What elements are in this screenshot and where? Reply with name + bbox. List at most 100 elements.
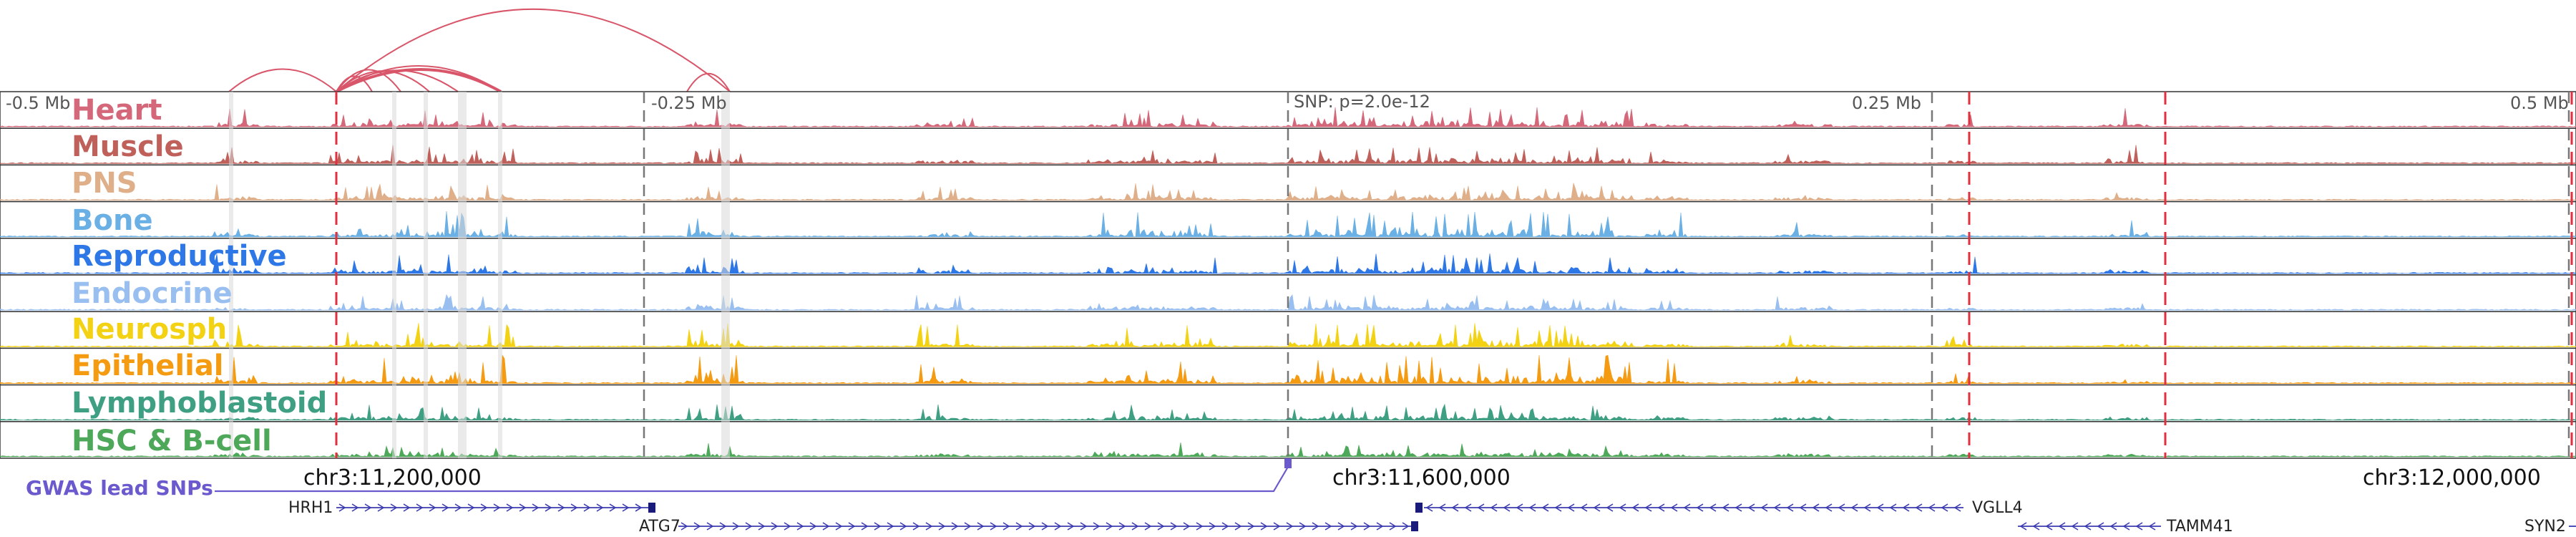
loop-arc — [686, 72, 731, 92]
strand-arrow — [861, 522, 869, 531]
strand-arrow — [1567, 503, 1575, 512]
strand-arrow — [1118, 522, 1126, 531]
strand-arrow — [1696, 503, 1704, 512]
strand-arrow — [1863, 503, 1871, 512]
signal-area — [0, 211, 2576, 238]
strand-arrow — [2109, 522, 2117, 531]
strand-arrow — [1106, 522, 1113, 531]
strand-arrow — [1554, 503, 1562, 512]
strand-arrow — [1722, 503, 1729, 512]
strand-arrow — [1683, 503, 1691, 512]
strand-arrow — [338, 503, 346, 512]
strand-arrow — [1183, 522, 1191, 531]
strand-arrow — [1402, 522, 1410, 531]
strand-arrow — [1490, 503, 1498, 512]
strand-arrow — [899, 522, 907, 531]
strand-arrow — [1376, 522, 1384, 531]
gene-label-syn2[interactable]: SYN2 — [2524, 518, 2566, 536]
strand-arrow — [622, 503, 630, 512]
strand-arrow — [925, 522, 933, 531]
strand-arrow — [1438, 503, 1446, 512]
gwas-snp-marker — [1284, 458, 1292, 468]
strand-arrow — [454, 503, 462, 512]
strand-arrow — [835, 522, 843, 531]
strand-arrow — [583, 503, 591, 512]
strand-arrow — [1299, 522, 1307, 531]
strand-arrow — [977, 522, 985, 531]
strand-arrow — [1170, 522, 1178, 531]
strand-arrow — [441, 503, 449, 512]
strand-arrow — [1002, 522, 1010, 531]
coordinate-label-2: chr3:11,600,000 — [1332, 465, 1511, 490]
strand-arrow — [377, 503, 385, 512]
highlight-column — [498, 92, 502, 458]
strand-arrow — [1503, 503, 1511, 512]
signal-area — [0, 354, 2576, 384]
scale-label-left-mid: -0.25 Mb — [651, 93, 727, 113]
track-label-lymphoblastoid: Lymphoblastoid — [72, 387, 328, 420]
strand-arrow — [809, 522, 817, 531]
strand-arrow — [351, 503, 359, 512]
strand-arrow — [784, 522, 791, 531]
gene-label-atg7[interactable]: ATG7 — [639, 518, 680, 536]
strand-arrow — [1221, 522, 1229, 531]
track-label-hsc-bcell: HSC & B-cell — [72, 425, 272, 458]
strand-arrow — [1889, 503, 1897, 512]
strand-arrow — [1760, 503, 1768, 512]
strand-arrow — [1260, 522, 1268, 531]
strand-arrow — [1928, 503, 1936, 512]
strand-arrow — [771, 522, 779, 531]
highlight-column — [229, 92, 233, 458]
strand-arrow — [635, 503, 643, 512]
strand-arrow — [506, 503, 514, 512]
strand-arrow — [1876, 503, 1884, 512]
strand-arrow — [1209, 522, 1216, 531]
chromatin-loop-arcs — [228, 8, 731, 93]
strand-arrow — [822, 522, 830, 531]
strand-arrow — [1593, 503, 1601, 512]
strand-arrow — [403, 503, 411, 512]
strand-arrow — [1451, 503, 1459, 512]
gene-label-vgll4[interactable]: VGLL4 — [1972, 499, 2023, 517]
signal-area — [0, 323, 2576, 348]
track-label-endocrine: Endocrine — [72, 277, 233, 310]
signal-tracks — [0, 91, 2576, 459]
strand-arrow — [1312, 522, 1319, 531]
strand-arrow — [964, 522, 972, 531]
highlight-column — [392, 92, 396, 458]
strand-arrow — [1541, 503, 1549, 512]
strand-arrow — [1337, 522, 1345, 531]
track-label-epithelial: Epithelial — [72, 349, 224, 382]
gene-label-tamm41[interactable]: TAMM41 — [2167, 518, 2233, 536]
track-label-muscle: Muscle — [72, 130, 184, 163]
strand-arrow — [1799, 503, 1807, 512]
scale-label-center-snp: SNP: p=2.0e-12 — [1294, 92, 1430, 112]
strand-arrow — [2122, 522, 2130, 531]
strand-arrow — [1915, 503, 1923, 512]
strand-arrow — [1786, 503, 1794, 512]
loop-arc — [336, 8, 731, 92]
strand-arrow — [732, 522, 740, 531]
strand-arrow — [1735, 503, 1742, 512]
strand-arrow — [1941, 503, 1948, 512]
loop-arc-strong — [336, 68, 502, 93]
track-label-pns: PNS — [72, 167, 137, 200]
strand-arrow — [1850, 503, 1858, 512]
strand-arrow — [1902, 503, 1910, 512]
loop-arc — [228, 68, 337, 92]
strand-arrow — [1477, 503, 1485, 512]
track-heart — [0, 91, 2576, 129]
gene-annotations — [215, 458, 2576, 531]
strand-arrow — [1054, 522, 1062, 531]
strand-arrow — [706, 522, 714, 531]
strand-arrow — [1234, 522, 1242, 531]
strand-arrow — [557, 503, 565, 512]
strand-arrow — [1657, 503, 1665, 512]
strand-arrow — [1812, 503, 1820, 512]
gene-hrh1 — [336, 503, 653, 512]
gene-label-hrh1[interactable]: HRH1 — [288, 499, 333, 517]
strand-arrow — [596, 503, 604, 512]
track-label-bone: Bone — [72, 204, 153, 237]
